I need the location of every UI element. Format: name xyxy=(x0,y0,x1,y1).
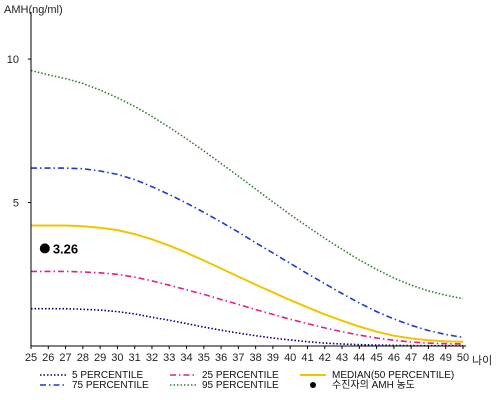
x-tick-label: 41 xyxy=(301,352,313,364)
legend: 5 PERCENTILE 25 PERCENTILE MEDIAN(50 PERCE… xyxy=(40,370,454,391)
x-tick-label: 49 xyxy=(440,352,452,364)
x-tick-label: 46 xyxy=(388,352,400,364)
x-tick-label: 45 xyxy=(370,352,382,364)
y-tick-label: 5 xyxy=(13,198,19,210)
series-line-3 xyxy=(31,224,464,343)
x-tick-label: 36 xyxy=(215,352,227,364)
x-tick-label: 28 xyxy=(77,352,89,364)
x-tick-label: 44 xyxy=(353,352,365,364)
x-tick-label: 38 xyxy=(250,352,262,364)
series-line-2 xyxy=(31,270,464,345)
x-tick-label: 31 xyxy=(129,352,141,364)
x-tick-label: 29 xyxy=(94,352,106,364)
series-line-4 xyxy=(31,167,464,339)
axes: AMH(ng/ml) 나이 25 26 27 28 29 30 31 32 33 34 35 36 37… xyxy=(4,4,492,367)
x-tick-label: 35 xyxy=(198,352,210,364)
x-tick-label: 50 xyxy=(457,352,469,364)
legend-label-4: 75 PERCENTILE xyxy=(72,380,149,391)
x-tick-label: 33 xyxy=(163,352,175,364)
x-tick-label: 26 xyxy=(42,352,54,364)
x-tick-label: 32 xyxy=(146,352,158,364)
x-tick-label: 27 xyxy=(59,352,71,364)
x-tick-label: 25 xyxy=(25,352,37,364)
legend-marker-swatch xyxy=(310,382,316,388)
patient-amh-marker xyxy=(39,243,50,254)
legend-label-1: 5 PERCENTILE xyxy=(72,370,143,381)
x-tick-label: 43 xyxy=(336,352,348,364)
y-tick-label: 10 xyxy=(7,54,19,66)
x-tick-label: 42 xyxy=(319,352,331,364)
series-line-1 xyxy=(31,307,463,347)
x-tick-label: 47 xyxy=(405,352,417,364)
x-tick-label: 39 xyxy=(267,352,279,364)
x-tick-label: 37 xyxy=(232,352,244,364)
y-axis-title: AMH(ng/ml) xyxy=(4,4,63,16)
legend-label-2: 25 PERCENTILE xyxy=(202,370,279,381)
x-tick-label: 48 xyxy=(422,352,434,364)
x-axis-title: 나이 xyxy=(472,354,492,367)
x-ticks: 25 26 27 28 29 30 31 32 33 34 35 36 37 38 39 40 41 42 43 44… xyxy=(25,346,469,364)
plot-area: 3.26 xyxy=(30,69,464,347)
legend-label-3: MEDIAN(50 PERCENTILE) xyxy=(332,370,454,381)
legend-label-5: 95 PERCENTILE xyxy=(202,380,279,391)
y-ticks: 5 10 xyxy=(7,54,31,210)
x-tick-label: 34 xyxy=(180,352,192,364)
patient-amh-value-label: 3.26 xyxy=(53,241,78,256)
series-line-5 xyxy=(30,69,464,300)
x-tick-label: 30 xyxy=(111,352,123,364)
legend-marker-label: 수진자의 AMH 농도 xyxy=(332,379,415,391)
x-tick-label: 40 xyxy=(284,352,296,364)
